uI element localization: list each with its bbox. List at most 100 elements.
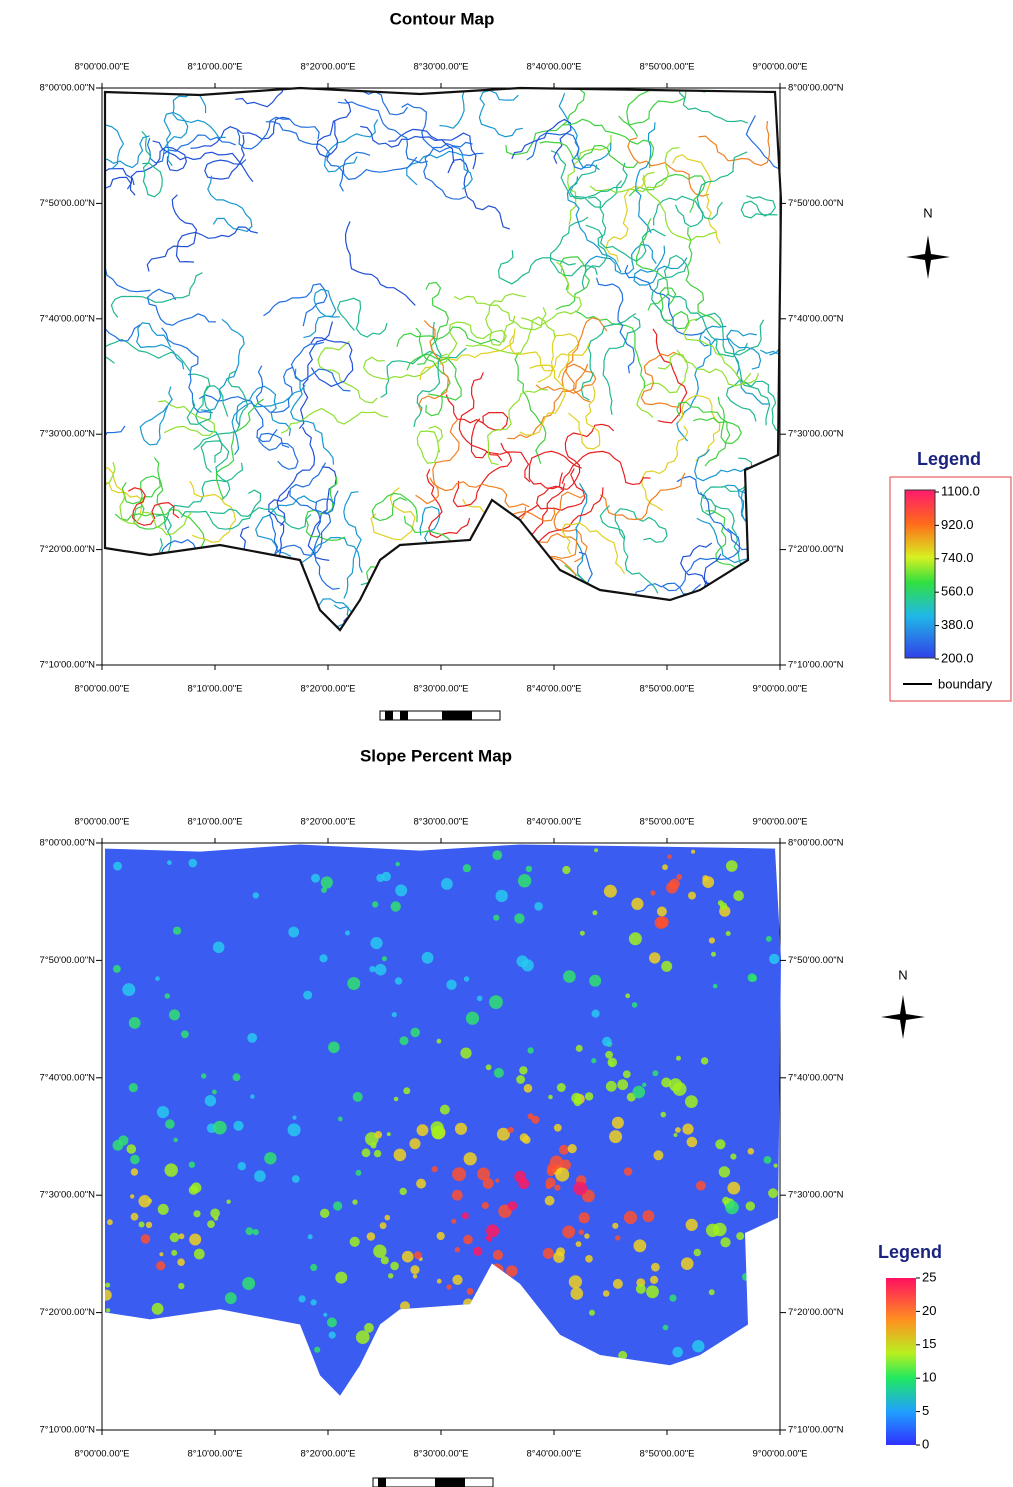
- slope-patch: [373, 1245, 386, 1258]
- lon-label: 8°00'00.00"E: [75, 684, 130, 695]
- legend-label: 380.0: [941, 617, 974, 632]
- slope-patch: [592, 1010, 600, 1018]
- legend-label: 15: [922, 1336, 936, 1351]
- slope-patch: [400, 1036, 409, 1045]
- slope-patch: [563, 970, 576, 983]
- slope-patch: [403, 1087, 410, 1094]
- slope-patch: [308, 1234, 313, 1239]
- slope-patch: [661, 961, 672, 972]
- contour-line: [27, 597, 108, 640]
- slope-patch: [402, 1251, 414, 1263]
- slope-patch: [661, 1112, 667, 1118]
- lat-label: 7°40'00.00"N: [40, 1072, 96, 1083]
- slope-patch: [410, 1028, 420, 1038]
- slope-patch: [730, 1154, 736, 1160]
- slope-patch: [674, 1133, 678, 1137]
- slope-patch: [589, 975, 601, 987]
- slope-patch: [463, 864, 471, 872]
- lon-label: 8°30'00.00"E: [414, 684, 469, 695]
- slope-patch: [422, 952, 434, 964]
- slope-patch: [146, 1222, 152, 1228]
- slope-patch: [452, 1190, 463, 1201]
- slope-patch: [494, 1068, 504, 1078]
- slope-patch: [319, 954, 327, 962]
- slope-patch: [496, 890, 508, 902]
- lat-label: 7°40'00.00"N: [788, 313, 844, 324]
- slope-patch: [464, 976, 469, 981]
- lat-label: 7°50'00.00"N: [788, 198, 844, 209]
- slope-patch: [303, 991, 312, 1000]
- slope-patch: [576, 1045, 583, 1052]
- slope-patch: [774, 1164, 778, 1168]
- lat-label: 8°00'00.00"N: [40, 838, 96, 849]
- slope-patch: [657, 917, 668, 928]
- slope-patch: [201, 1073, 206, 1078]
- lon-label: 9°00'00.00"E: [753, 817, 808, 828]
- lon-label: 8°10'00.00"E: [188, 684, 243, 695]
- slope-patch: [156, 1261, 165, 1270]
- slope-patch: [152, 1303, 164, 1315]
- lat-label: 7°50'00.00"N: [40, 955, 96, 966]
- slope-patch: [652, 1070, 658, 1076]
- slope-patch: [314, 1347, 320, 1353]
- slope-patch: [675, 1127, 681, 1133]
- slope-patch: [522, 959, 534, 971]
- lon-label: 8°20'00.00"E: [301, 1449, 356, 1460]
- slope-patch: [170, 1233, 180, 1243]
- slope-patch: [650, 890, 655, 895]
- slope-patch: [242, 1277, 255, 1290]
- scale-bar: [373, 1478, 493, 1487]
- slope-patch: [441, 878, 453, 890]
- slope-patch: [527, 1047, 533, 1053]
- legend-title: Legend: [878, 1242, 942, 1262]
- slope-patch: [718, 900, 724, 906]
- lon-label: 8°00'00.00"E: [75, 817, 130, 828]
- slope-patch: [493, 1250, 503, 1260]
- slope-patch: [253, 892, 259, 898]
- slope-patch: [769, 954, 779, 964]
- slope-patch: [437, 1232, 445, 1240]
- slope-patch: [709, 1289, 715, 1295]
- slope-patch: [288, 927, 299, 938]
- lon-label: 8°30'00.00"E: [414, 817, 469, 828]
- slope-patch: [155, 976, 160, 981]
- slope-patch: [369, 966, 375, 972]
- lon-label: 8°50'00.00"E: [640, 817, 695, 828]
- color-bar: [905, 490, 935, 658]
- slope-patch: [631, 898, 643, 910]
- slope-patch: [446, 1284, 451, 1289]
- legend-title: Legend: [917, 449, 981, 469]
- lon-label: 9°00'00.00"E: [753, 684, 808, 695]
- slope-patch: [715, 1139, 725, 1149]
- slope-patch: [709, 937, 715, 943]
- slope-patch: [400, 1188, 407, 1195]
- slope-patch: [543, 1248, 554, 1259]
- slope-patch: [141, 1234, 151, 1244]
- slope-patch: [613, 1279, 623, 1289]
- slope-patch: [651, 1263, 660, 1272]
- slope-patch: [181, 1030, 189, 1038]
- lat-label: 7°30'00.00"N: [788, 1190, 844, 1201]
- slope-patch: [157, 1106, 169, 1118]
- slope-patch: [254, 1170, 266, 1182]
- slope-patch: [493, 915, 499, 921]
- lat-label: 7°20'00.00"N: [788, 544, 844, 555]
- slope-patch: [576, 1241, 582, 1247]
- slope-patch: [688, 892, 696, 900]
- slope-patch: [713, 1223, 727, 1237]
- slope-patch: [508, 1127, 514, 1133]
- slope-patch: [292, 1116, 296, 1120]
- slope-patch: [311, 874, 320, 883]
- slope-patch: [667, 855, 671, 859]
- slope-patch: [580, 931, 585, 936]
- slope-patch: [437, 1039, 442, 1044]
- slope-patch: [335, 1272, 347, 1284]
- slope-patch: [676, 1056, 681, 1061]
- slope-patch: [617, 1079, 628, 1090]
- slope-patch: [385, 1215, 391, 1221]
- slope-patch: [547, 1163, 557, 1173]
- slope-patch: [194, 1249, 205, 1260]
- slope-patch: [264, 1152, 276, 1164]
- legend-label: boundary: [938, 676, 993, 691]
- slope-patch: [113, 965, 121, 973]
